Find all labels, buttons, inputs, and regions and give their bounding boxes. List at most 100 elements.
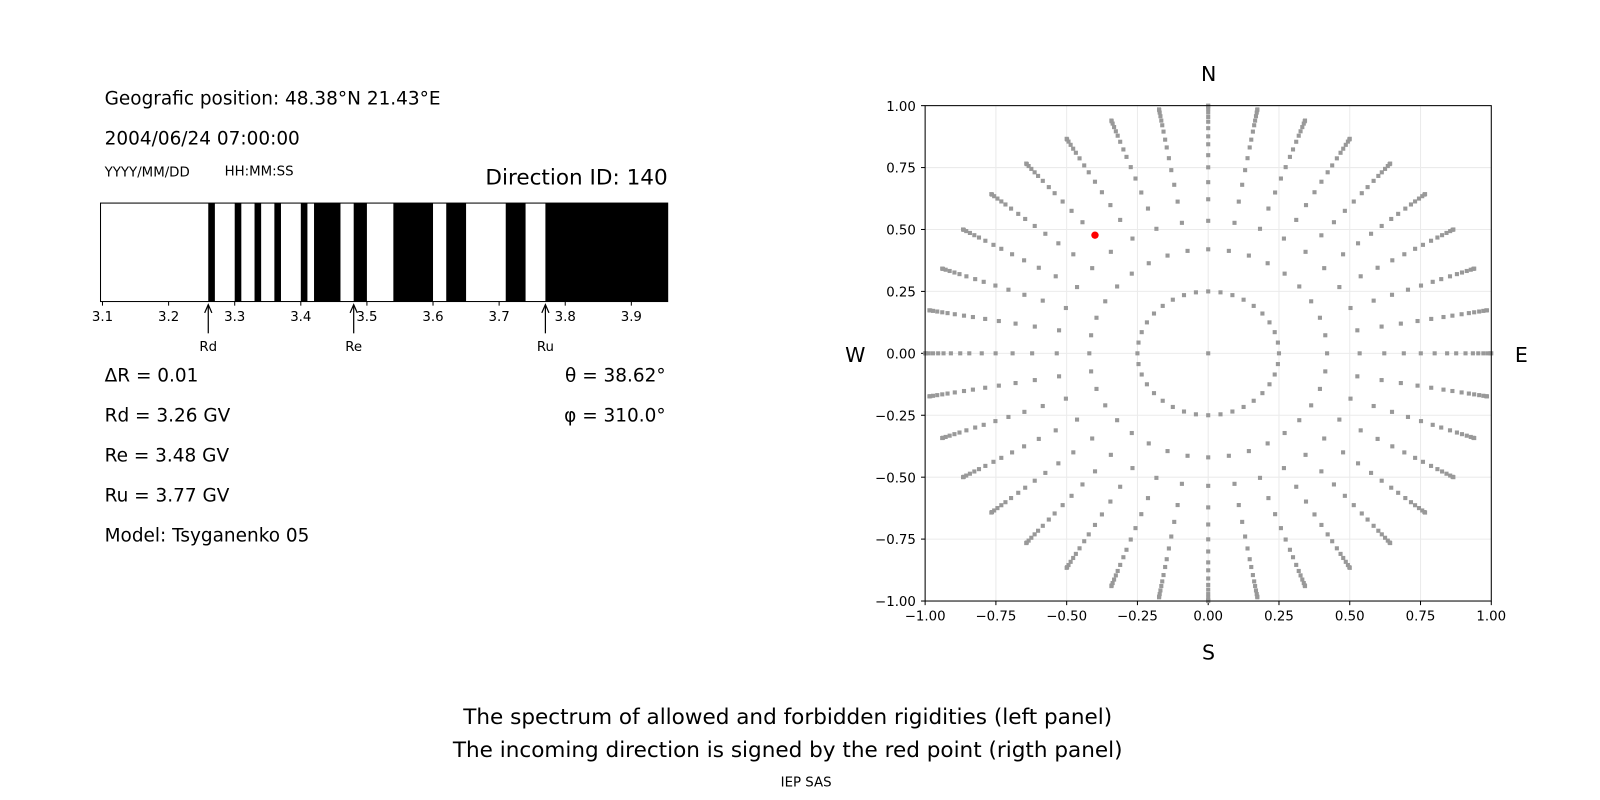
grid-point xyxy=(1240,182,1245,187)
grid-point xyxy=(1115,284,1120,289)
grid-point xyxy=(1379,170,1384,175)
grid-point xyxy=(1447,274,1453,279)
grid-point xyxy=(1080,220,1085,225)
grid-point xyxy=(1133,526,1138,531)
grid-point xyxy=(1181,409,1187,414)
x-tick-label: 3.3 xyxy=(224,310,245,325)
forbidden-band xyxy=(300,203,308,302)
grid-point xyxy=(1077,546,1082,551)
grid-point xyxy=(1275,340,1280,345)
grid-point xyxy=(1054,351,1059,356)
grid-point xyxy=(1135,351,1140,356)
grid-point xyxy=(952,390,957,395)
grid-point xyxy=(1273,512,1278,517)
grid-point xyxy=(1402,252,1407,257)
grid-point xyxy=(1398,381,1403,386)
x-tick-label: 3.5 xyxy=(356,310,377,325)
grid-point xyxy=(1468,267,1473,272)
grid-point xyxy=(967,351,972,356)
grid-point xyxy=(1459,390,1464,395)
grid-point xyxy=(1243,168,1248,173)
grid-point xyxy=(1206,153,1211,158)
x-tick-label: −0.25 xyxy=(1117,610,1158,625)
compass-north: N xyxy=(1201,61,1217,87)
grid-point xyxy=(967,471,972,476)
grid-point xyxy=(1435,467,1440,472)
grid-point xyxy=(1254,110,1259,115)
grid-point xyxy=(1430,279,1435,284)
grid-point xyxy=(1040,178,1045,183)
x-tick-label: −0.75 xyxy=(975,610,1016,625)
grid-point xyxy=(1428,463,1434,468)
grid-point xyxy=(1146,261,1151,266)
grid-point xyxy=(1413,503,1418,508)
geographic-position: Geografic position: 48.38°N 21.43°E xyxy=(104,88,441,110)
grid-point xyxy=(1159,118,1164,123)
grid-point xyxy=(1232,220,1237,225)
delta-r: ΔR = 0.01 xyxy=(104,365,199,387)
grid-point xyxy=(1348,396,1353,401)
grid-point xyxy=(1390,444,1395,449)
grid-point xyxy=(1416,506,1422,511)
grid-point xyxy=(926,351,931,356)
grid-point xyxy=(1164,145,1169,150)
grid-point xyxy=(1322,436,1327,441)
grid-point xyxy=(1226,248,1231,253)
x-tick-label: 3.9 xyxy=(621,310,642,325)
grid-point xyxy=(927,308,932,313)
grid-point xyxy=(1003,202,1008,207)
grid-point xyxy=(1206,180,1211,185)
grid-point xyxy=(1359,191,1364,196)
x-tick-label: −0.50 xyxy=(1046,610,1087,625)
grid-point xyxy=(1472,435,1477,441)
grid-point xyxy=(1267,382,1272,387)
marker-label-re: Re xyxy=(345,340,362,355)
grid-point xyxy=(1074,285,1080,290)
grid-point xyxy=(1206,568,1211,573)
grid-point xyxy=(1430,422,1435,427)
grid-point xyxy=(927,394,932,399)
grid-point xyxy=(1439,277,1444,282)
grid-point xyxy=(1303,499,1309,504)
grid-point xyxy=(1036,528,1041,533)
grid-point xyxy=(1166,156,1171,161)
grid-point xyxy=(1129,271,1134,276)
grid-point xyxy=(1337,285,1342,290)
grid-point xyxy=(1476,351,1481,356)
grid-point xyxy=(1139,190,1144,195)
grid-point xyxy=(1161,573,1166,578)
grid-point xyxy=(1161,129,1166,134)
grid-point xyxy=(993,283,998,288)
grid-point xyxy=(1118,484,1123,489)
grid-point xyxy=(1459,270,1465,275)
grid-point xyxy=(1351,199,1356,204)
grid-point xyxy=(1063,396,1068,401)
grid-point xyxy=(1006,287,1011,292)
grid-point xyxy=(1139,512,1144,517)
grid-point xyxy=(1347,136,1352,141)
grid-point xyxy=(1193,412,1198,417)
grid-point xyxy=(1053,428,1058,433)
grid-point xyxy=(1024,541,1029,546)
grid-point xyxy=(1010,252,1015,257)
grid-point xyxy=(1163,564,1168,570)
grid-point xyxy=(1099,190,1104,195)
grid-point xyxy=(1206,218,1211,223)
grid-point xyxy=(1260,391,1265,396)
grid-point xyxy=(995,506,1000,511)
grid-point xyxy=(1009,496,1014,501)
grid-point xyxy=(1272,330,1277,335)
grid-point xyxy=(1379,223,1384,229)
grid-point xyxy=(1325,170,1330,175)
grid-point xyxy=(1420,508,1425,513)
grid-point xyxy=(993,351,998,356)
y-tick-label: 0.75 xyxy=(886,162,916,177)
grid-point xyxy=(1341,146,1346,151)
grid-point xyxy=(1420,242,1426,247)
grid-point xyxy=(1413,246,1418,251)
grid-point xyxy=(1013,321,1018,326)
compass-east: E xyxy=(1514,342,1528,368)
grid-point xyxy=(1036,173,1041,178)
grid-point xyxy=(1398,321,1403,326)
grid-point xyxy=(1218,412,1223,417)
